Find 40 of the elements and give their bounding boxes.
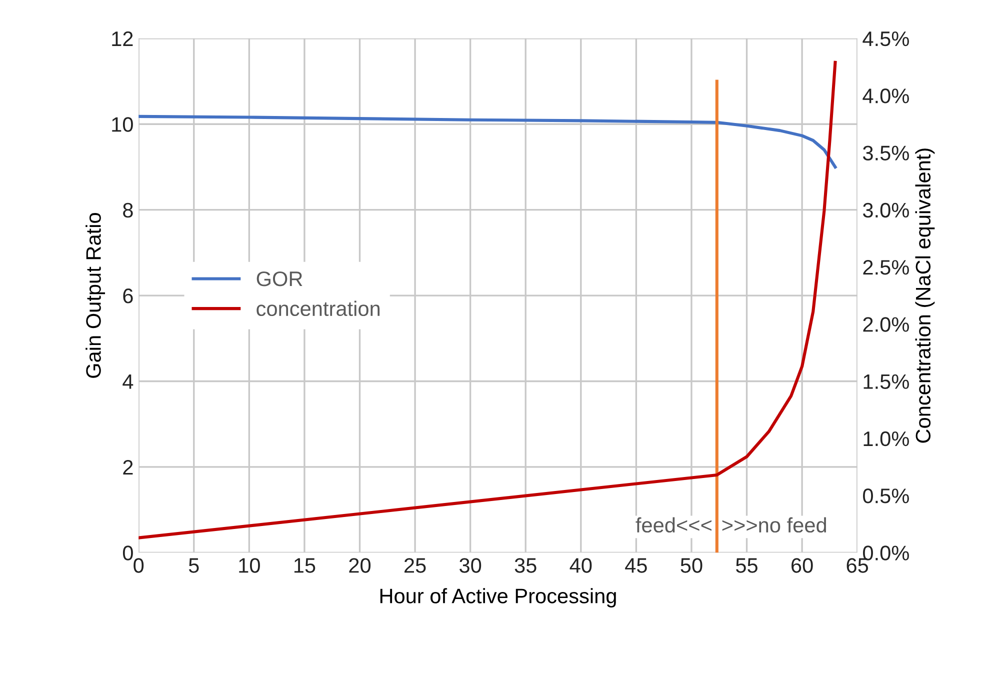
y-tick-label: 12 [112,31,133,46]
y2-tick-label: 2.0% [863,317,909,332]
annotation: >>>no feed [722,517,826,533]
y2-tick-label: 4.5% [862,32,909,46]
x-tick-label: 25 [404,558,426,573]
y-tick-label: 2 [123,460,133,475]
x-tick-label: 10 [239,558,260,573]
y-tick-label: 8 [123,202,133,218]
y2-tick-label: 0.0% [863,546,909,560]
legend-label: GOR [256,271,302,286]
x-tick-label: 0 [134,558,144,573]
x-tick-label: 15 [294,558,316,573]
annotation: feed<<< [636,517,712,533]
y-tick-label: 4 [122,374,134,389]
line-series [138,60,837,540]
legend-label: concentration [256,300,380,316]
y-tick-label: 0 [122,546,133,560]
x-tick-label: 55 [736,558,758,573]
y-tick-label: 6 [123,288,133,304]
y2-tick-label: 0.5% [863,488,909,504]
y2-tick-label: 4.0% [862,88,909,104]
x-tick-label: 50 [680,558,702,573]
y-axis-title: Gain Output Ratio [86,213,106,378]
x-tick-label: 5 [188,558,199,573]
x-tick-label: 45 [625,558,647,573]
x-tick-label: 60 [792,558,813,573]
y2-tick-label: 2.5% [863,260,909,275]
x-tick-label: 40 [570,558,592,573]
y2-axis-title: Concentration (NaCl equivalent) [915,148,935,443]
y2-tick-label: 1.0% [864,431,909,446]
x-tick-label: 30 [460,558,482,573]
y-tick-label: 10 [112,117,133,132]
x-tick-label: 20 [349,558,371,573]
x-tick-label: 35 [514,558,536,573]
x-tick-label: 65 [846,558,868,573]
y2-tick-label: 1.5% [864,374,909,390]
x-axis-title: Hour of Active Processing [380,588,616,608]
y2-tick-label: 3.0% [862,202,909,218]
y2-tick-label: 3.5% [862,146,909,160]
line-series [138,114,837,169]
